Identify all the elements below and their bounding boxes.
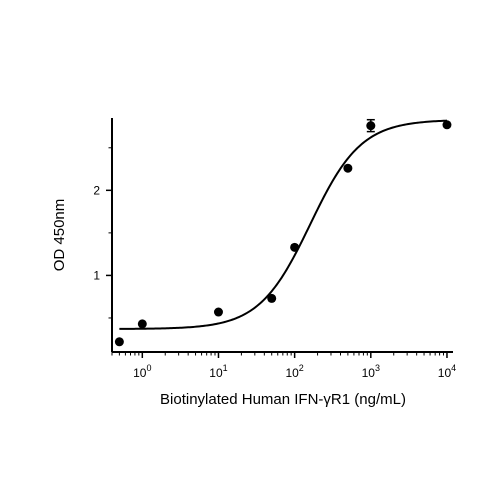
data-point [267, 293, 277, 303]
data-points [114, 118, 452, 347]
data-point [366, 121, 376, 131]
axes: 100 101 102 103 104 12 [93, 118, 456, 380]
data-point [137, 319, 147, 329]
y-axis-title: OD 450nm [51, 199, 68, 272]
data-point [290, 242, 300, 252]
data-point [213, 307, 223, 317]
x-tick-label: 102 [285, 363, 303, 380]
data-point [343, 163, 353, 173]
fit-curve [119, 119, 448, 330]
y-axis-ticks: 12 [93, 147, 112, 319]
x-tick-label: 100 [133, 363, 151, 380]
y-tick-label: 2 [93, 183, 100, 197]
y-tick-label: 1 [93, 268, 100, 282]
x-axis-title: Biotinylated Human IFN-γR1 (ng/mL) [160, 391, 406, 408]
x-tick-label: 104 [438, 363, 456, 380]
x-axis-ticks: 100 101 102 103 104 [111, 352, 456, 380]
x-tick-label: 101 [209, 363, 227, 380]
data-point [114, 337, 124, 347]
data-point [442, 120, 452, 130]
x-tick-label: 103 [362, 363, 380, 380]
